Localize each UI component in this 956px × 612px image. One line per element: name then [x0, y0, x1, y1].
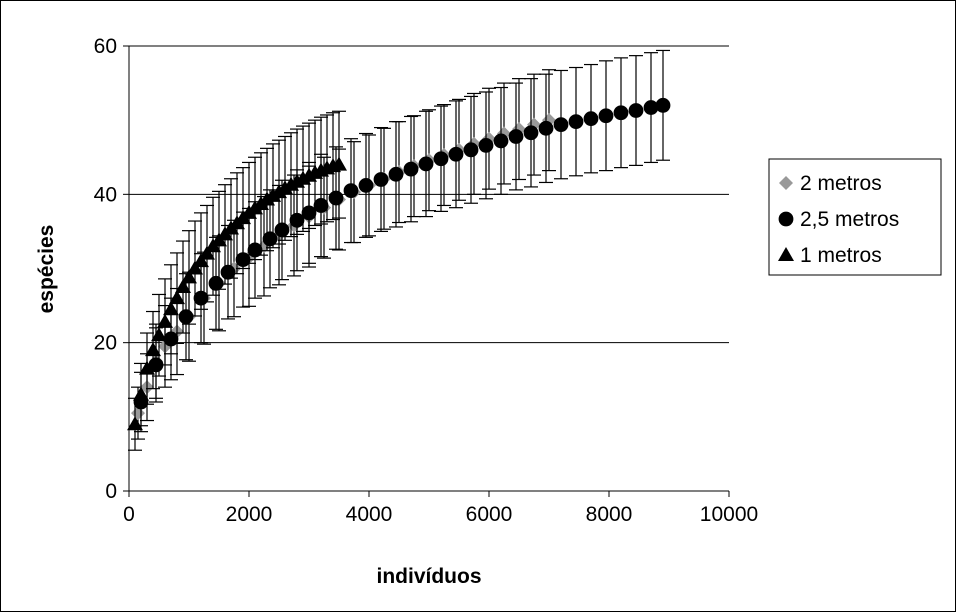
data-point [127, 416, 143, 431]
data-point [157, 313, 173, 328]
data-point [655, 97, 671, 113]
data-point [175, 279, 191, 294]
data-point [478, 137, 494, 153]
y-tick-label: 20 [94, 332, 117, 355]
data-point [508, 129, 524, 144]
legend-label: 2 metros [800, 172, 882, 195]
data-point [538, 120, 554, 136]
data-point [568, 114, 584, 130]
legend-box [768, 158, 942, 276]
data-point [133, 386, 149, 401]
data-point [613, 105, 629, 121]
data-point [181, 269, 197, 284]
data-point [151, 327, 167, 342]
data-point [373, 172, 389, 187]
data-point [628, 103, 644, 118]
data-point [433, 151, 449, 167]
data-point [208, 275, 224, 291]
data-point [274, 222, 290, 238]
axes: 0 20 40 60 0 2000 4000 6000 8000 10000 [94, 35, 759, 526]
x-tick-label: 2000 [226, 503, 273, 526]
data-point [220, 264, 236, 280]
y-tick-label: 60 [94, 35, 117, 58]
legend-label: 2,5 metros [800, 208, 899, 231]
legend-marker [778, 211, 794, 227]
data-point [523, 125, 539, 141]
data-point [403, 161, 419, 177]
data-point [199, 245, 215, 260]
data-point [463, 142, 479, 158]
data-point [187, 260, 203, 275]
y-axis-title: espécies [35, 225, 58, 314]
data-point [331, 156, 347, 171]
data-point [583, 111, 599, 127]
x-tick-label: 10000 [700, 503, 758, 526]
data-point [643, 100, 659, 115]
legend-label: 1 metros [800, 244, 882, 267]
data-point [178, 309, 194, 325]
data-point [163, 301, 179, 316]
data-point [139, 360, 155, 375]
x-tick-label: 8000 [586, 503, 633, 526]
x-tick-label: 6000 [466, 503, 513, 526]
x-tick-label: 0 [123, 503, 135, 526]
data-point [343, 183, 359, 199]
data-point [418, 156, 434, 172]
data-point [169, 290, 185, 305]
data-point [328, 190, 344, 206]
y-tick-label: 0 [105, 480, 117, 503]
legend-marker [779, 176, 793, 190]
data-point [553, 117, 569, 133]
y-tick-label: 40 [94, 183, 117, 206]
legend-marker [778, 247, 794, 261]
data-point [193, 253, 209, 268]
plot-area [127, 49, 671, 451]
data-point [493, 133, 509, 149]
data-point [448, 146, 464, 162]
legend: 2 metros 2,5 metros 1 metros [768, 158, 942, 276]
data-point [598, 108, 614, 124]
x-tick-label: 4000 [346, 503, 393, 526]
series-1-metros [127, 110, 347, 451]
data-point [358, 178, 374, 193]
x-axis-title: indivíduos [377, 565, 482, 588]
data-point [388, 166, 404, 182]
data-point [145, 342, 161, 357]
